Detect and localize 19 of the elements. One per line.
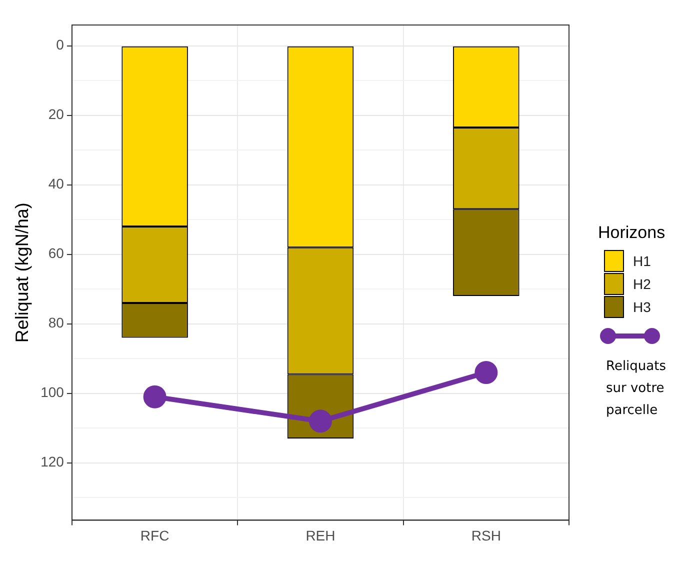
point [474,361,498,384]
legend-label: H3 [633,298,651,314]
legend-title: Horizons [598,223,666,243]
point [143,385,166,408]
y-tick-label: 80 [48,314,64,331]
y-tick-label: 0 [56,36,64,53]
point [308,410,332,433]
y-tick-label: 40 [48,176,64,192]
y-tick-label: 20 [48,106,64,122]
x-tick-label: RFC [140,527,170,544]
y-tick-label: 60 [48,245,64,262]
y-tick-label: 120 [40,454,64,470]
y-tick-label: 100 [40,384,64,400]
legend-label: H2 [633,276,651,292]
y-axis-title: Reliquat (kgN/ha) [12,202,32,343]
x-tick-label: REH [306,527,336,544]
x-tick-label: RSH [471,527,501,544]
text: Reliquats sur votre parcelle [606,358,667,420]
legend-label: H1 [633,252,651,268]
